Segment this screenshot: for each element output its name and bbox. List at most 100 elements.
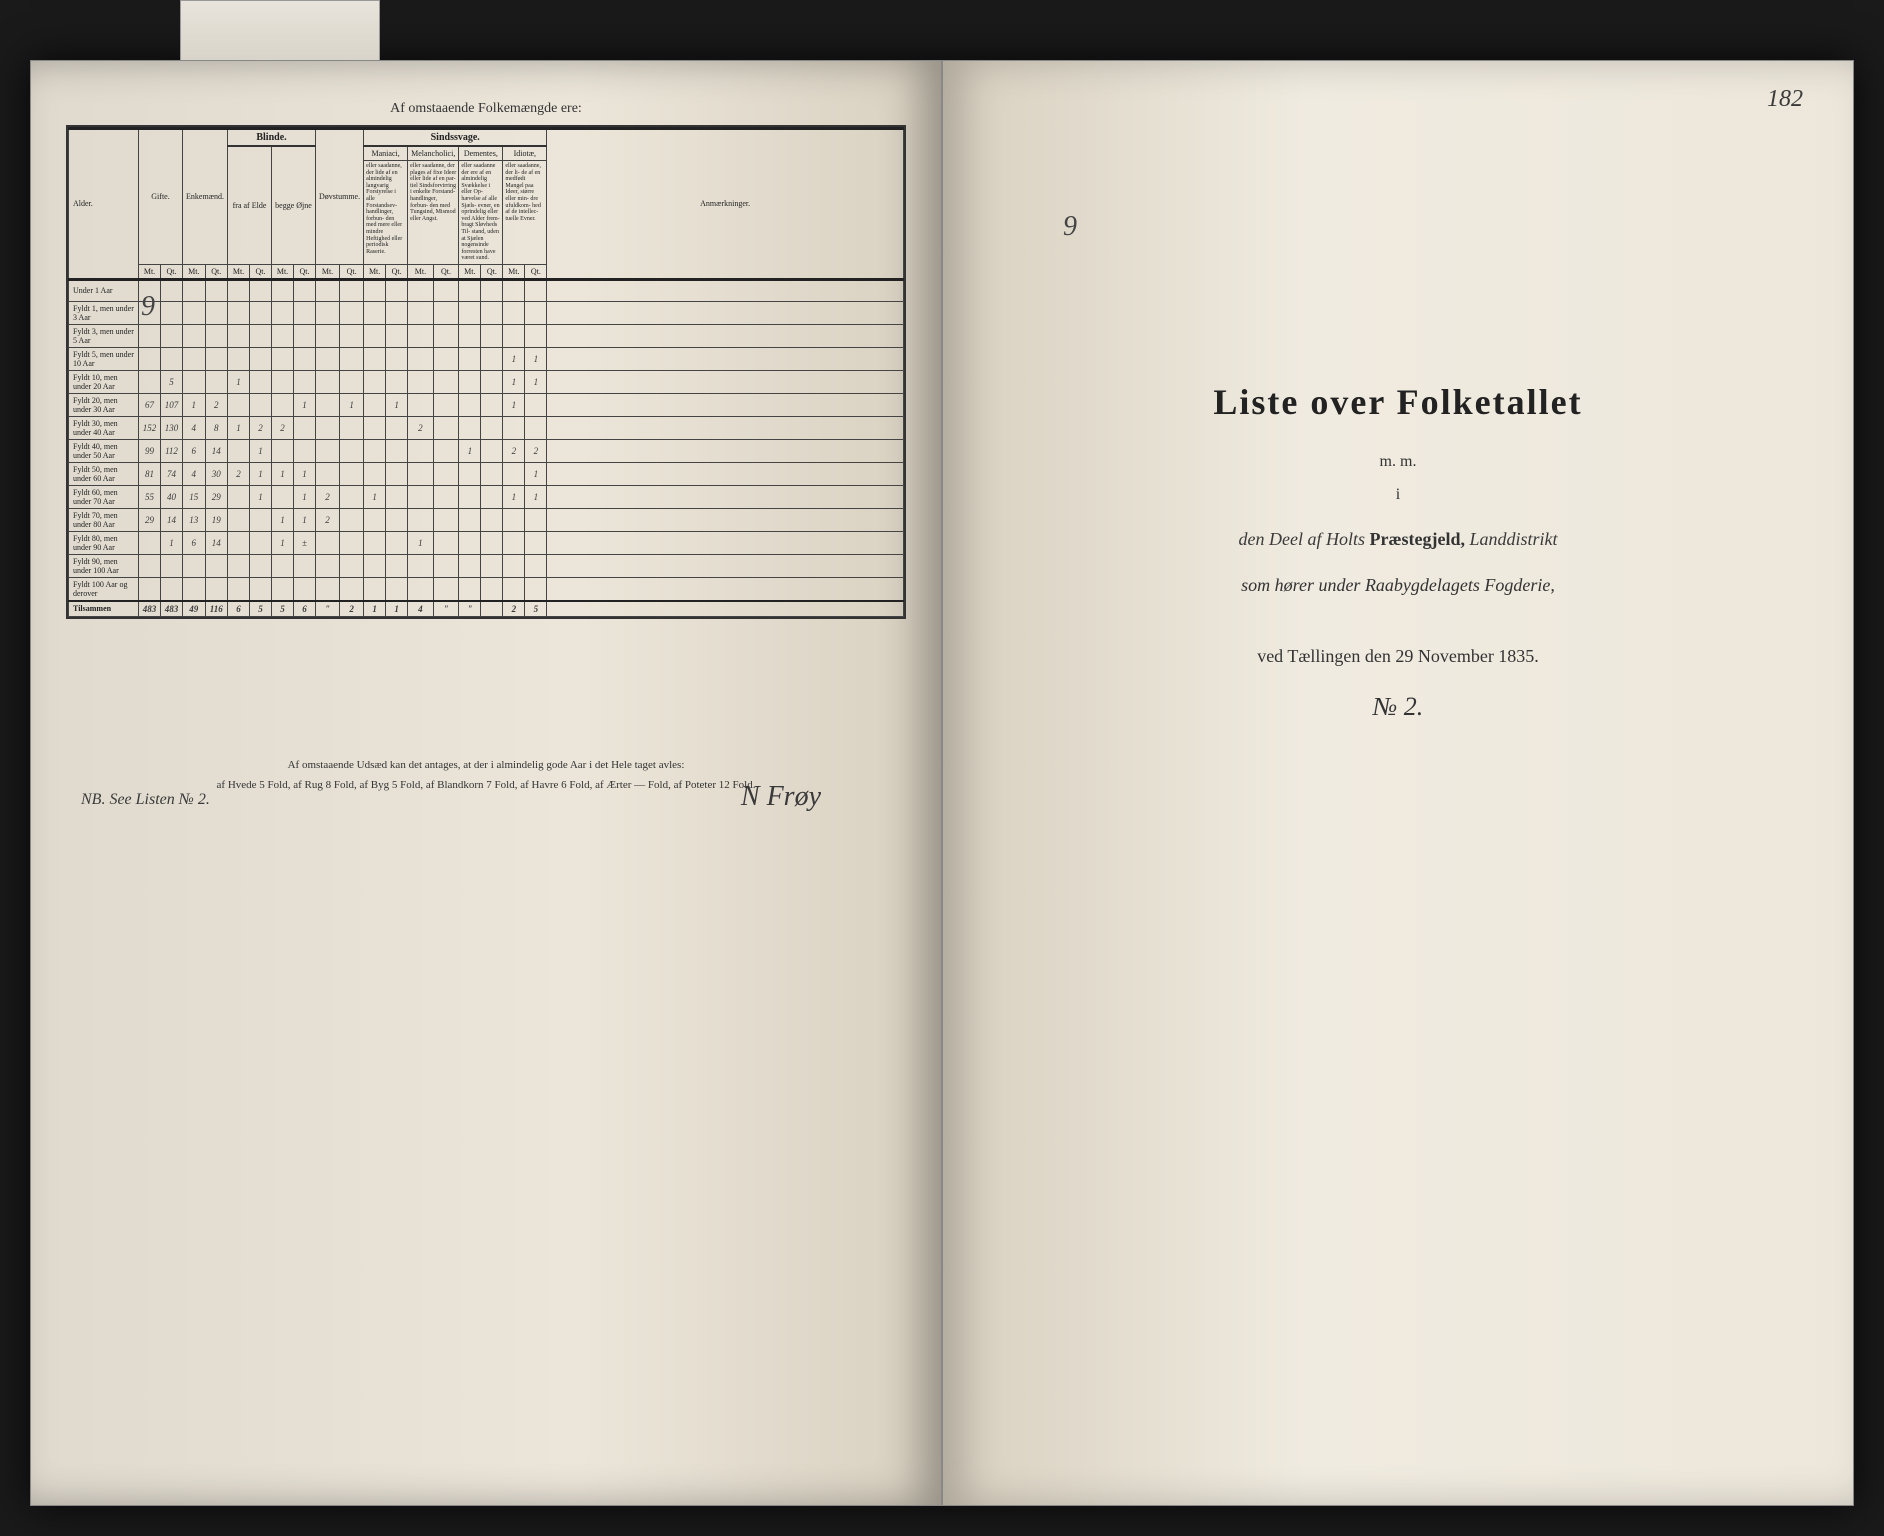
cell <box>503 531 525 554</box>
cell <box>228 301 250 324</box>
cell: 1 <box>294 485 316 508</box>
cell <box>183 577 206 601</box>
table-row: Fyldt 100 Aar og derover <box>69 577 904 601</box>
cell <box>459 279 481 301</box>
row-label: Fyldt 60, men under 70 Aar <box>69 485 139 508</box>
cell <box>250 531 272 554</box>
cell <box>272 577 294 601</box>
cell: 29 <box>139 508 161 531</box>
table-row: Fyldt 80, men under 90 Aar16141±1 <box>69 531 904 554</box>
cell <box>139 324 161 347</box>
cell: 1 <box>340 393 364 416</box>
cell: 81 <box>139 462 161 485</box>
cell <box>433 485 459 508</box>
main-title: Liste over Folketallet <box>978 381 1818 423</box>
cell <box>433 577 459 601</box>
cell <box>272 439 294 462</box>
cell: " <box>316 601 340 617</box>
cell: 5 <box>161 370 183 393</box>
table-header: Af omstaaende Folkemængde ere: <box>66 101 906 117</box>
cell <box>340 324 364 347</box>
cell: 6 <box>228 601 250 617</box>
cell <box>459 554 481 577</box>
cell: 2 <box>525 439 547 462</box>
cell <box>316 324 340 347</box>
cell <box>250 577 272 601</box>
census-table: Alder. Gifte. Enkemænd. Blinde. Døvstumm… <box>66 125 906 619</box>
cell: 1 <box>503 485 525 508</box>
cell <box>433 393 459 416</box>
cell <box>340 508 364 531</box>
cell: 112 <box>161 439 183 462</box>
cell <box>433 370 459 393</box>
sex-mt: Mt. <box>316 264 340 279</box>
row-label: Fyldt 100 Aar og derover <box>69 577 139 601</box>
sex-mt: Mt. <box>364 264 386 279</box>
sex-qt: Qt. <box>294 264 316 279</box>
col-blinde2: begge Øjne <box>272 146 316 264</box>
row-label: Under 1 Aar <box>69 279 139 301</box>
cell <box>272 347 294 370</box>
cell <box>316 347 340 370</box>
cell: 4 <box>408 601 434 617</box>
cell <box>433 531 459 554</box>
cell <box>294 279 316 301</box>
table-row: Fyldt 1, men under 3 Aar <box>69 301 904 324</box>
cell: 2 <box>316 485 340 508</box>
cell <box>459 324 481 347</box>
cell <box>433 279 459 301</box>
table-row: Fyldt 40, men under 50 Aar991126141122 <box>69 439 904 462</box>
cell: 5 <box>272 601 294 617</box>
cell <box>386 439 408 462</box>
cell <box>228 393 250 416</box>
line2: som hører under Raabygdelagets Fogderie, <box>978 575 1818 596</box>
cell <box>272 301 294 324</box>
cell <box>183 554 206 577</box>
cell <box>408 485 434 508</box>
cell-anm <box>547 462 904 485</box>
cell <box>481 347 503 370</box>
cell: 130 <box>161 416 183 439</box>
cell <box>294 439 316 462</box>
cell: 15 <box>183 485 206 508</box>
cell: 2 <box>250 416 272 439</box>
mm: m. m. <box>978 453 1818 471</box>
line1-pre: den Deel af <box>1239 529 1322 549</box>
cell <box>481 370 503 393</box>
cell <box>364 370 386 393</box>
cell <box>294 324 316 347</box>
cell <box>459 347 481 370</box>
cell <box>272 279 294 301</box>
cell <box>316 279 340 301</box>
cell: 483 <box>161 601 183 617</box>
col-dov: Døvstumme. <box>316 129 364 265</box>
line1-hand: Holts <box>1326 529 1365 549</box>
cell: 1 <box>386 601 408 617</box>
table-row: Fyldt 20, men under 30 Aar67107121111 <box>69 393 904 416</box>
sex-mt: Mt. <box>228 264 250 279</box>
cell-anm <box>547 601 904 617</box>
cell <box>139 347 161 370</box>
cell <box>386 416 408 439</box>
cell <box>364 439 386 462</box>
table-row: Fyldt 5, men under 10 Aar11 <box>69 347 904 370</box>
cell: 1 <box>250 439 272 462</box>
cell <box>481 508 503 531</box>
cell: 4 <box>183 462 206 485</box>
cell <box>433 301 459 324</box>
footer-line1: Af omstaaende Udsæd kan det antages, at … <box>66 759 906 771</box>
cell <box>250 324 272 347</box>
cell: 5 <box>250 601 272 617</box>
cell <box>316 554 340 577</box>
cell <box>386 301 408 324</box>
cell <box>183 279 206 301</box>
right-page: 182 9 Liste over Folketallet m. m. i den… <box>942 60 1854 1506</box>
annotation-9-right: 9 <box>1063 211 1077 243</box>
cell: 1 <box>272 508 294 531</box>
cell <box>205 279 228 301</box>
line1-hand2: Landdistrikt <box>1469 529 1557 549</box>
cell <box>408 554 434 577</box>
col-alder: Alder. <box>69 129 139 280</box>
cell <box>481 393 503 416</box>
cell <box>433 462 459 485</box>
